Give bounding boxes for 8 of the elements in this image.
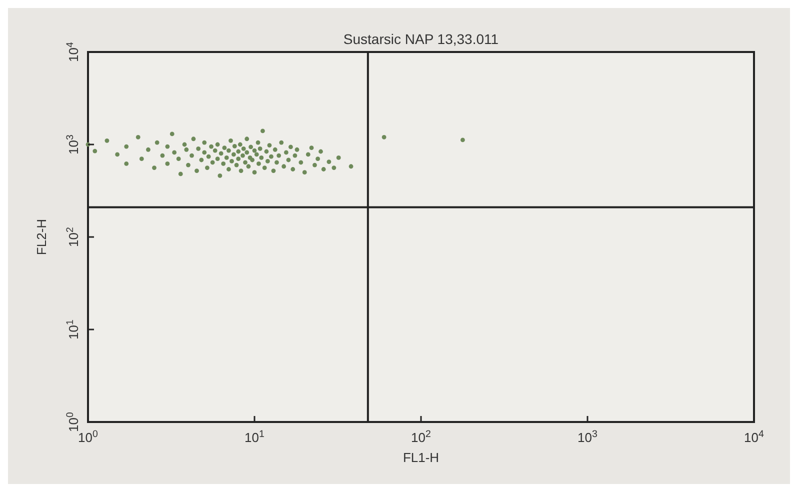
x-tick-label: 10$^{0}$ — [78, 428, 99, 445]
x-tick-label: 10$^{2}$ — [411, 428, 431, 445]
x-tick-label: 10$^{1}$ — [244, 428, 264, 445]
x-tick-label: 10$^{4}$ — [744, 428, 765, 445]
x-tick-label: 10$^{3}$ — [578, 428, 598, 445]
chart-title: Sustarsic NAP 13,33.011 — [343, 31, 499, 47]
x-axis-title: FL1-H — [402, 450, 440, 465]
y-axis-title: FL2-H — [34, 218, 49, 256]
